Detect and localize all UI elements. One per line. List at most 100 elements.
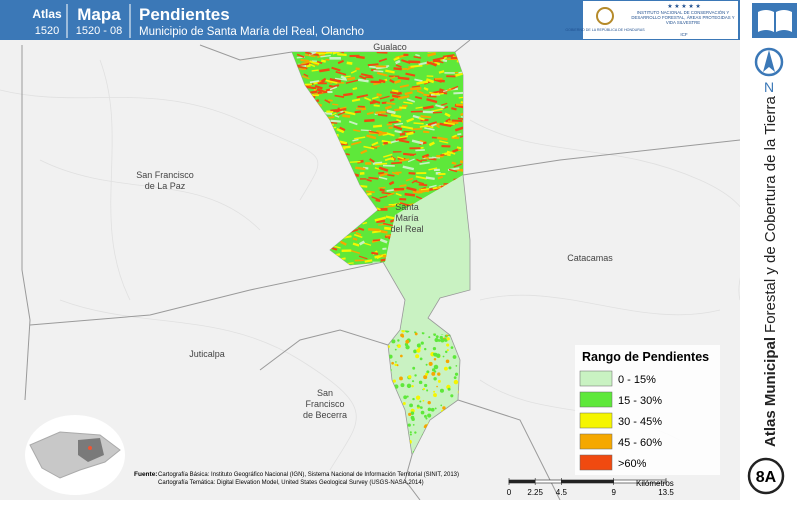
texture-dot	[436, 386, 438, 388]
texture-stroke	[405, 194, 415, 195]
legend-swatch	[580, 413, 612, 428]
texture-stroke	[459, 97, 464, 98]
texture-stroke	[366, 191, 375, 192]
place-label: Gualaco	[373, 42, 407, 52]
texture-dot	[412, 398, 414, 400]
texture-dot	[433, 393, 437, 397]
texture-dot	[440, 405, 442, 407]
legend-label: 15 - 30%	[618, 395, 662, 407]
texture-dot	[421, 341, 424, 344]
texture-dot	[448, 366, 451, 369]
sidebar-title-bold: Atlas Municipal	[762, 337, 779, 447]
texture-stroke	[361, 130, 371, 131]
texture-dot	[428, 336, 430, 338]
texture-dot	[415, 354, 419, 358]
source-line: Cartografía Básica: Instituto Geográfico…	[158, 472, 459, 478]
texture-stroke	[387, 175, 394, 176]
texture-dot	[440, 336, 443, 339]
texture-dot	[425, 417, 427, 419]
texture-dot	[425, 373, 428, 376]
texture-dot	[394, 363, 397, 366]
place-label: Juticalpa	[189, 349, 225, 359]
texture-stroke	[387, 190, 395, 191]
texture-dot	[419, 381, 423, 385]
texture-dot	[416, 396, 420, 400]
texture-dot	[408, 375, 412, 379]
texture-dot	[395, 361, 397, 363]
texture-dot	[410, 431, 412, 433]
texture-stroke	[368, 229, 380, 230]
texture-dot	[438, 380, 441, 383]
sheet-label: 8A	[756, 469, 777, 486]
texture-dot	[414, 374, 416, 376]
texture-dot	[403, 395, 407, 399]
texture-dot	[433, 377, 436, 380]
texture-stroke	[386, 217, 394, 219]
scale-label: 2.25	[527, 488, 543, 497]
texture-stroke	[395, 81, 401, 83]
texture-dot	[427, 413, 431, 417]
texture-stroke	[380, 189, 385, 190]
place-label: del Real	[390, 224, 423, 234]
texture-stroke	[419, 184, 427, 185]
texture-dot	[408, 413, 411, 416]
scale-label: 0	[507, 488, 512, 497]
texture-stroke	[328, 100, 333, 101]
texture-stroke	[415, 55, 419, 56]
texture-dot	[431, 408, 435, 412]
texture-stroke	[355, 168, 365, 169]
texture-dot	[433, 333, 436, 336]
texture-stroke	[439, 71, 444, 72]
texture-stroke	[452, 163, 456, 164]
texture-dot	[397, 339, 399, 341]
scale-label: 4.5	[556, 488, 568, 497]
texture-dot	[428, 401, 431, 404]
texture-stroke	[377, 94, 382, 95]
texture-dot	[412, 380, 414, 382]
texture-dot	[453, 355, 457, 359]
texture-stroke	[370, 102, 376, 103]
texture-dot	[423, 388, 425, 390]
map-label: Mapa	[77, 5, 121, 24]
map-subtitle: Municipio de Santa María del Real, Olanc…	[139, 26, 364, 38]
scale-label: 13.5	[658, 488, 674, 497]
texture-dot	[403, 402, 406, 405]
texture-dot	[420, 357, 423, 360]
texture-dot	[417, 405, 420, 408]
place-label: Catacamas	[567, 253, 613, 263]
texture-stroke	[373, 71, 383, 72]
texture-stroke	[347, 78, 355, 79]
legend-label: 45 - 60%	[618, 437, 662, 449]
texture-stroke	[371, 253, 378, 254]
texture-stroke	[457, 147, 461, 148]
texture-stroke	[368, 178, 378, 179]
texture-dot	[426, 389, 428, 391]
texture-stroke	[391, 163, 402, 164]
texture-stroke	[390, 99, 394, 100]
texture-stroke	[331, 121, 341, 122]
texture-dot	[417, 344, 421, 348]
texture-stroke	[379, 132, 387, 133]
texture-stroke	[365, 260, 372, 261]
legend-swatch	[580, 434, 612, 449]
texture-dot	[405, 345, 409, 349]
texture-stroke	[374, 146, 379, 147]
texture-stroke	[332, 104, 338, 105]
texture-dot	[455, 373, 458, 376]
place-label: San Francisco	[136, 170, 194, 180]
texture-stroke	[439, 91, 447, 92]
map-title: Pendientes	[139, 5, 230, 24]
legend-swatch	[580, 371, 612, 386]
place-label: San	[317, 388, 333, 398]
texture-stroke	[305, 85, 311, 86]
texture-dot	[443, 356, 445, 358]
texture-dot	[450, 394, 453, 397]
legend-swatch	[580, 392, 612, 407]
texture-stroke	[395, 131, 402, 132]
texture-dot	[423, 400, 425, 402]
texture-dot	[407, 384, 411, 388]
texture-stroke	[443, 60, 447, 61]
